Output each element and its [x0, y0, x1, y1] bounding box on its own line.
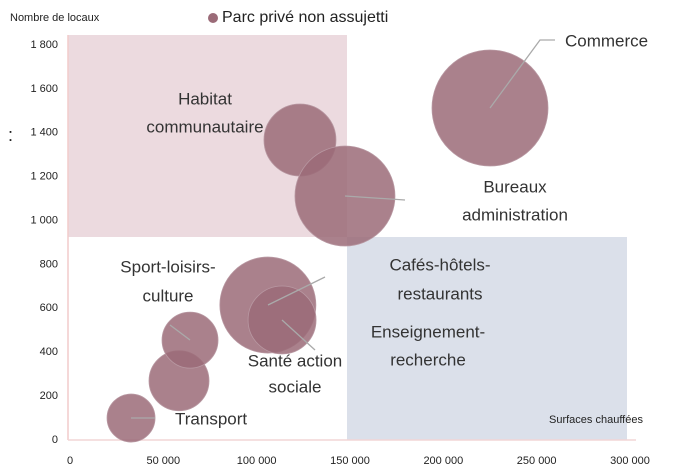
y-axis-label: Nombre de locaux — [10, 12, 100, 24]
leader-line — [489, 39, 555, 109]
bubble-label: Enseignement- — [371, 322, 485, 341]
leader-line — [281, 319, 316, 351]
legend-label: Parc privé non assujetti — [222, 9, 388, 26]
bubble — [161, 311, 219, 369]
bubble-label: Bureaux — [483, 177, 547, 196]
y-tick-label: 1 000 — [30, 214, 58, 226]
y-tick-label: 200 — [40, 390, 58, 402]
x-tick-label: 0 — [67, 455, 73, 467]
leader-line — [344, 195, 406, 201]
x-tick-label: 300 000 — [610, 455, 650, 467]
legend-marker — [208, 13, 218, 23]
bubble — [294, 145, 396, 247]
bubble-label: communautaire — [146, 117, 263, 136]
y-tick-label: 800 — [40, 258, 58, 270]
y-tick-label: 1 400 — [30, 127, 58, 139]
bubble-label: Transport — [175, 409, 247, 428]
x-tick-label: 200 000 — [423, 455, 463, 467]
bubble-label: sociale — [269, 377, 322, 396]
leader-line — [267, 276, 326, 306]
x-tick-label: 50 000 — [147, 455, 181, 467]
bubble-label: recherche — [390, 350, 466, 369]
y-tick-label: 1 600 — [30, 83, 58, 95]
stray-mark: : — [8, 125, 13, 145]
bubble-label: Commerce — [565, 31, 648, 50]
x-tick-label: 250 000 — [517, 455, 557, 467]
x-axis-label: Surfaces chauffées — [549, 414, 643, 426]
leader-line — [169, 324, 191, 341]
bubble-label: administration — [462, 205, 568, 224]
y-tick-label: 0 — [52, 434, 58, 446]
bubble-label: Santé action — [248, 351, 343, 370]
x-tick-label: 100 000 — [237, 455, 277, 467]
y-tick-label: 1 800 — [30, 39, 58, 51]
bubble-label: Cafés-hôtels- — [389, 255, 490, 274]
bubble-label: culture — [142, 286, 193, 305]
bubble-label: Habitat — [178, 89, 232, 108]
bubble-label: Sport-loisirs- — [120, 257, 215, 276]
y-tick-label: 400 — [40, 346, 58, 358]
y-tick-label: 1 200 — [30, 171, 58, 183]
y-tick-label: 600 — [40, 302, 58, 314]
bubble-label: restaurants — [397, 284, 482, 303]
highlight-region — [347, 237, 627, 440]
x-tick-label: 150 000 — [330, 455, 370, 467]
